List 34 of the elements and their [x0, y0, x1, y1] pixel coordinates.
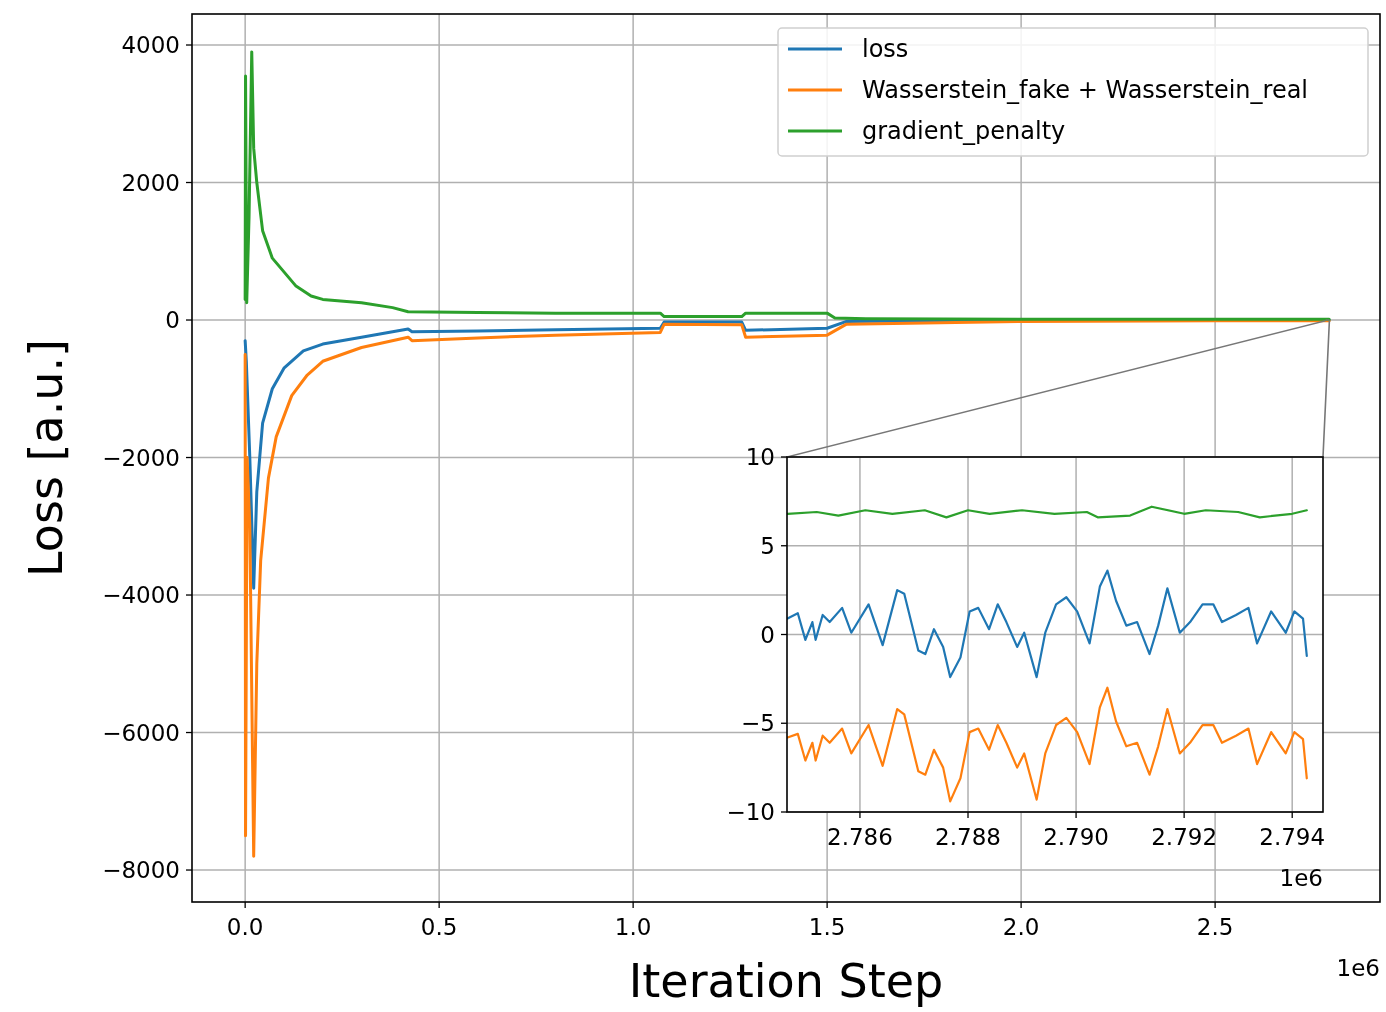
y-tick-label: −5 — [741, 710, 775, 737]
legend-label: loss — [862, 35, 909, 63]
y-tick-label: −6000 — [102, 719, 180, 746]
x-tick-label: 2.790 — [1043, 824, 1109, 850]
text: 1e6 — [1336, 955, 1380, 981]
y-tick-label: −2000 — [102, 444, 180, 471]
x-tick-label: 0.5 — [420, 914, 458, 940]
line-series — [243, 319, 1331, 858]
x-tick-label: 2.794 — [1259, 824, 1326, 850]
y-tick-label: 10 — [745, 444, 775, 470]
x-axis-title: Iteration Step — [628, 954, 944, 1008]
y-tick-label: −10 — [726, 799, 775, 825]
y-tick-label: 0 — [165, 307, 180, 334]
x-tick-label: 2.5 — [1196, 914, 1234, 940]
x-tick-label: 2.0 — [1002, 914, 1040, 940]
y-axis-title: Loss [a.u.] — [19, 339, 73, 577]
line-series — [787, 686, 1308, 803]
legend-label: gradient_penalty — [862, 117, 1066, 145]
x-tick-label: 2.788 — [935, 824, 1001, 850]
line-series — [787, 505, 1308, 519]
x-tick-label: 1.0 — [614, 914, 652, 940]
y-tick-label: 2000 — [121, 169, 180, 196]
y-tick-label: −4000 — [102, 582, 180, 609]
annotation: 1e6 — [1279, 865, 1323, 891]
x-tick-label: 0.0 — [226, 914, 264, 940]
y-tick-label: 4000 — [121, 32, 180, 59]
y-tick-label: 0 — [760, 621, 775, 648]
legend-label: Wasserstein_fake + Wasserstein_real — [862, 76, 1309, 104]
y-tick-label: −8000 — [102, 857, 180, 884]
x-tick-label: 1.5 — [808, 914, 846, 940]
y-tick-label: 5 — [760, 532, 775, 559]
line-series — [787, 569, 1308, 679]
x-tick-label: 2.792 — [1151, 824, 1218, 850]
x-tick-label: 2.786 — [827, 824, 893, 850]
